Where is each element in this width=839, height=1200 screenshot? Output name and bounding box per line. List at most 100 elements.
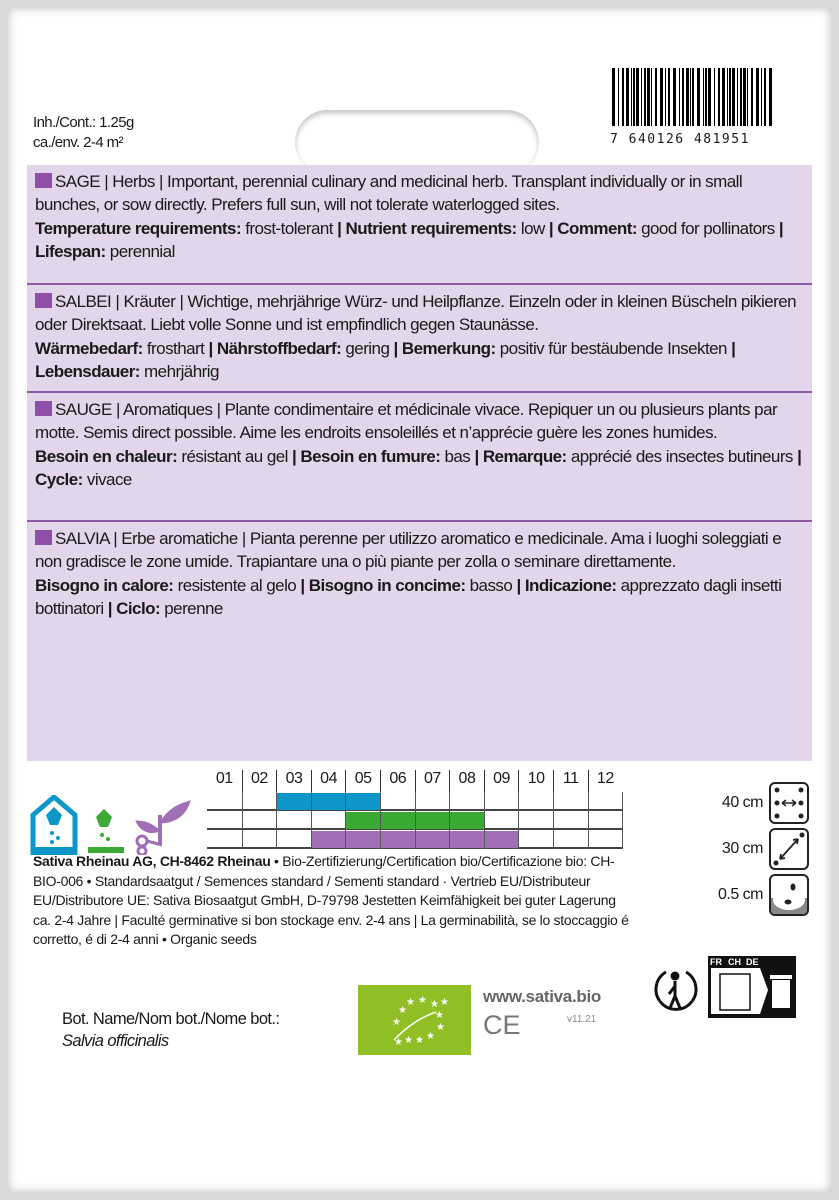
svg-text:★: ★ bbox=[436, 1022, 445, 1033]
grid-line bbox=[587, 792, 589, 849]
month-label: 02 bbox=[241, 770, 277, 792]
botanical-value: Salvia officinalis bbox=[62, 1032, 169, 1050]
botanical-name: Bot. Name/Nom bot./Nome bot.: Salvia off… bbox=[62, 1008, 280, 1052]
attribute-value: vivace bbox=[82, 469, 132, 489]
month-label: 10 bbox=[518, 770, 553, 792]
website-link[interactable]: www.sativa.bio bbox=[483, 987, 601, 1006]
country-fr: FR bbox=[710, 957, 722, 967]
month-label: 11 bbox=[552, 770, 588, 792]
attribute-label: Bisogno in calore: bbox=[35, 576, 174, 595]
section-marker bbox=[35, 293, 52, 308]
sowing-depth-icon bbox=[769, 874, 809, 916]
attribute-label: Temperature requirements: bbox=[35, 219, 242, 238]
attribute-value: bas bbox=[440, 447, 475, 466]
calendar-row bbox=[207, 811, 622, 830]
attribute-label: | Comment: bbox=[548, 219, 638, 238]
grid-line bbox=[380, 792, 381, 849]
calendar-bar bbox=[345, 812, 484, 829]
calendar-row bbox=[207, 830, 622, 849]
attribute-value: résistant au gel bbox=[177, 447, 293, 466]
attribute-value: apprécié des insectes butineurs bbox=[566, 447, 798, 466]
section-intro: SALBEI | Kräuter | Wichtige, mehrjährige… bbox=[35, 291, 804, 336]
svg-text:★: ★ bbox=[430, 999, 439, 1010]
intro-text: SAGE | Herbs | Important, perennial culi… bbox=[35, 172, 743, 214]
spacing-info: 40 cm 30 cm 0.5 cm bbox=[718, 780, 809, 918]
growing-calendar: 01 02 03 04 05 06 07 08 09 10 11 12 bbox=[207, 770, 624, 849]
company-name: Sativa Rheinau AG, CH-8462 Rheinau bbox=[33, 853, 271, 869]
svg-text:★: ★ bbox=[440, 997, 449, 1008]
attribute-value: perenne bbox=[160, 598, 223, 618]
ce-mark: CE bbox=[483, 1010, 521, 1040]
description-section: SALBEI | Kräuter | Wichtige, mehrjährige… bbox=[27, 285, 812, 393]
grid-line bbox=[449, 792, 451, 849]
attribute-label: | Nährstoffbedarf: bbox=[208, 339, 342, 358]
grid-line bbox=[276, 792, 278, 849]
attribute-label: | Nutrient requirements: bbox=[337, 219, 517, 238]
barcode-bars bbox=[612, 68, 772, 126]
attribute-value: good for pollinators bbox=[636, 219, 779, 238]
intro-text: SAUGE | Aromatiques | Plante condimentai… bbox=[35, 400, 778, 442]
attribute-value: low bbox=[516, 219, 549, 238]
month-label: 05 bbox=[345, 770, 380, 792]
company-info: Sativa Rheinau AG, CH-8462 Rheinau • Bio… bbox=[33, 852, 633, 950]
country-de: DE bbox=[746, 957, 759, 967]
month-label: 03 bbox=[276, 770, 311, 792]
month-label: 06 bbox=[379, 770, 415, 792]
attribute-value: mehrjährig bbox=[139, 361, 219, 381]
month-label: 08 bbox=[449, 770, 484, 792]
contents-info: Inh./Cont.: 1.25g ca./env. 2-4 m² bbox=[33, 113, 134, 153]
svg-text:★: ★ bbox=[404, 1035, 413, 1046]
grid-line bbox=[241, 792, 243, 849]
barcode-number: 7 640126 481951 bbox=[610, 132, 750, 147]
section-intro: SALVIA | Erbe aromatiche | Pianta perenn… bbox=[35, 528, 804, 573]
svg-text:★: ★ bbox=[398, 1005, 407, 1016]
plant-spacing: 30 cm bbox=[718, 826, 809, 872]
grid-line bbox=[345, 792, 347, 849]
intro-text: SALBEI | Kräuter | Wichtige, mehrjährige… bbox=[35, 292, 797, 334]
attribute-value: frost-tolerant bbox=[241, 219, 338, 238]
recycling-info: FR CH DE bbox=[648, 950, 813, 1025]
month-label: 12 bbox=[587, 770, 623, 792]
attribute-label: | Bisogno in concime: bbox=[300, 576, 466, 595]
section-attributes: Besoin en chaleur: résistant au gel | Be… bbox=[35, 446, 804, 491]
svg-text:★: ★ bbox=[435, 1010, 444, 1021]
harvest-icon bbox=[135, 800, 191, 857]
description-panel: SAGE | Herbs | Important, perennial culi… bbox=[27, 165, 812, 761]
attribute-label: | Remarque: bbox=[474, 447, 567, 466]
row-spacing-icon bbox=[769, 782, 809, 824]
calendar-bar bbox=[276, 793, 380, 810]
section-attributes: Temperature requirements: frost-tolerant… bbox=[35, 218, 804, 263]
description-section: SAUGE | Aromatiques | Plante condimentai… bbox=[27, 393, 812, 522]
section-marker bbox=[35, 173, 52, 188]
attribute-value: apprezzato dagli insetti bottinatori bbox=[35, 576, 782, 618]
coverage-area: ca./env. 2-4 m² bbox=[33, 134, 124, 151]
grid-line bbox=[310, 792, 312, 849]
plant-spacing-value: 30 cm bbox=[721, 840, 764, 857]
section-attributes: Bisogno in calore: resistente al gelo | … bbox=[35, 575, 804, 620]
indoor-sowing-icon bbox=[30, 793, 78, 856]
sowing-depth-value: 0.5 cm bbox=[717, 886, 764, 903]
calendar-legend-icons bbox=[30, 793, 200, 860]
attribute-label: Besoin en chaleur: bbox=[35, 447, 178, 466]
grid-line bbox=[622, 792, 624, 849]
row-spacing: 40 cm bbox=[718, 780, 809, 826]
direct-sowing-icon bbox=[88, 809, 124, 853]
month-label: 07 bbox=[414, 770, 450, 792]
attribute-label: | Cycle: bbox=[35, 447, 802, 489]
grid-line bbox=[553, 792, 554, 849]
section-attributes: Wärmebedarf: frosthart | Nährstoffbedarf… bbox=[35, 338, 804, 383]
barcode: 7 640126 481951 bbox=[610, 68, 772, 147]
svg-text:★: ★ bbox=[415, 1035, 424, 1046]
svg-text:★: ★ bbox=[418, 995, 427, 1006]
svg-text:★: ★ bbox=[406, 997, 415, 1008]
plant-spacing-icon bbox=[769, 828, 809, 870]
section-intro: SAGE | Herbs | Important, perennial culi… bbox=[35, 171, 804, 216]
attribute-value: resistente al gelo bbox=[173, 576, 301, 595]
row-spacing-value: 40 cm bbox=[721, 794, 764, 811]
sowing-depth: 0.5 cm bbox=[718, 872, 809, 918]
section-marker bbox=[35, 401, 52, 416]
attribute-label: | Lebensdauer: bbox=[35, 339, 736, 381]
country-ch: CH bbox=[728, 957, 741, 967]
month-label: 04 bbox=[310, 770, 346, 792]
attribute-label: | Bemerkung: bbox=[393, 339, 497, 358]
